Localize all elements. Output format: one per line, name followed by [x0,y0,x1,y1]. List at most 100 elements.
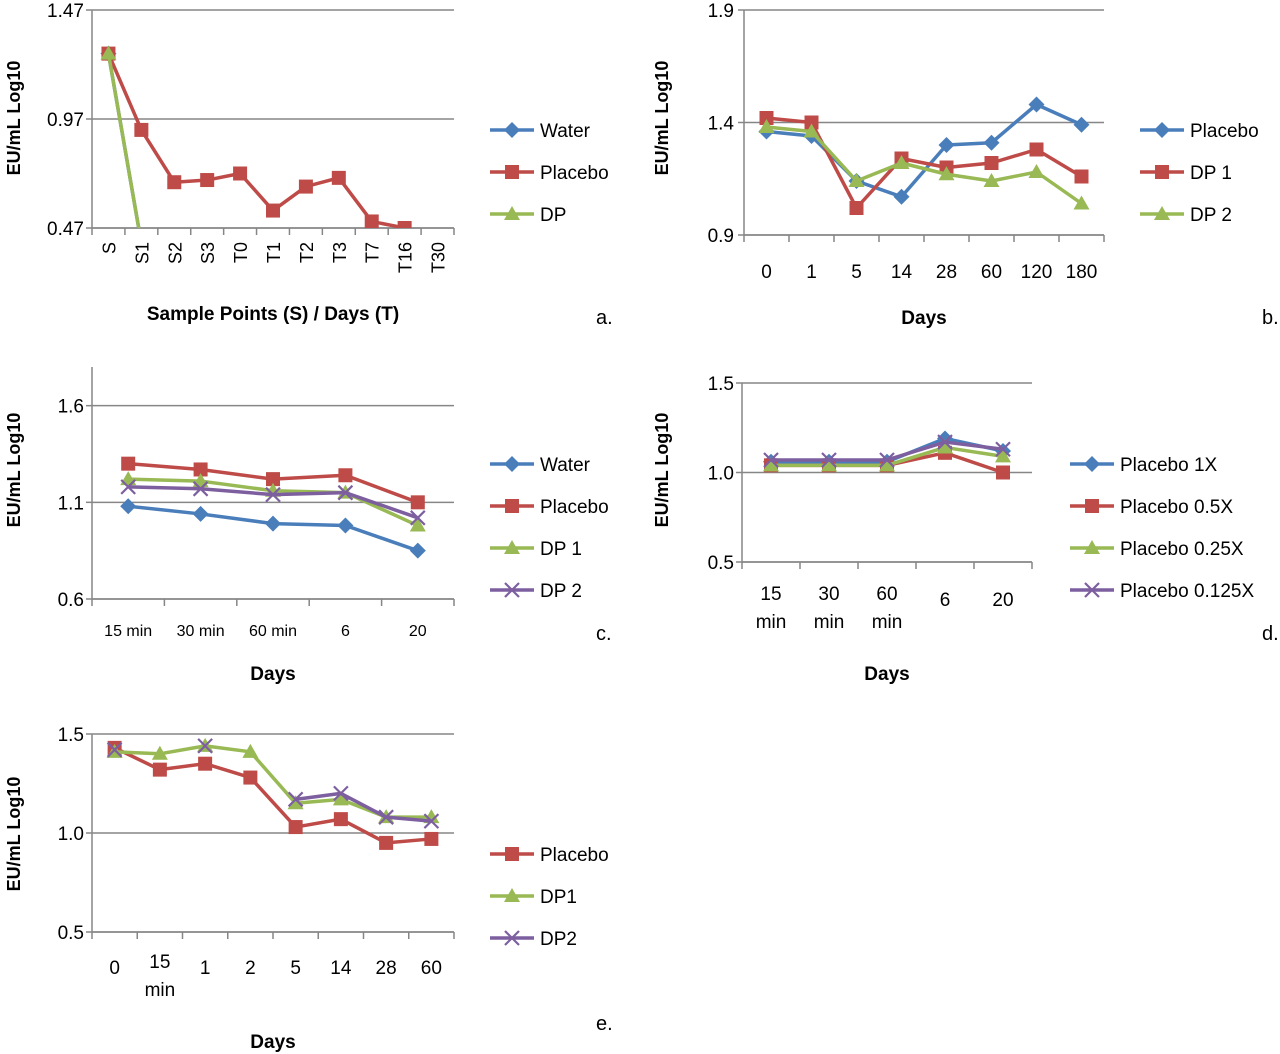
x-tick-label: T16 [396,242,416,273]
data-point [423,813,440,829]
data-point [266,203,280,218]
series-water [120,498,426,559]
legend-marker [504,582,520,598]
x-tick-label: 15 min [104,623,152,640]
data-point [332,791,349,806]
data-point [192,481,209,497]
x-axis-title: Days [864,664,909,685]
series-line [295,791,432,823]
data-point [266,472,280,487]
data-point [995,441,1011,458]
x-tick-label: S1 [132,242,152,264]
y-tick-label: 1.9 [708,1,734,22]
legend-entry: Placebo [490,163,609,184]
legend-label: Water [540,455,591,476]
data-point [983,173,1000,187]
chart-panel-c: 0.6 1.1 1.6 15 min 30 min 60 min 6 20 Water Place… [4,367,612,685]
data-point [763,452,779,468]
series-dp-2 [758,119,1090,210]
panel-label: d. [1262,623,1279,645]
data-point [379,835,394,850]
x-axis-title: Days [250,664,295,685]
y-tick-label: 1.4 [708,114,735,135]
y-axis-title: EU/mL Log10 [4,777,24,892]
series-line [766,102,1083,199]
y-tick-label: 1.6 [58,397,84,418]
y-tick-label: 0.47 [47,219,84,240]
x-tick-label: 2 [245,958,256,979]
data-point [763,457,779,472]
y-tick-label: 1.1 [58,493,84,514]
panel-label: c. [596,623,612,645]
x-tick-label: S3 [198,242,218,264]
legend-entry: DP 1 [490,539,582,560]
data-point [121,456,136,471]
data-point [243,770,258,785]
series-dp-2 [120,479,426,526]
data-point [100,45,117,60]
data-point [337,517,354,534]
y-tick-label: 0.5 [708,553,734,574]
y-tick-label: 1.47 [47,1,84,22]
y-axis-title: EU/mL Log10 [4,61,24,176]
x-axis-title: Days [250,1032,295,1053]
data-point [1029,142,1044,157]
legend-marker [1084,582,1100,598]
data-point [298,179,313,194]
data-point [410,495,425,510]
legend-marker [504,206,520,220]
data-point [821,457,837,472]
data-point [338,468,353,483]
x-tick-label: 28 [936,262,957,283]
series-dp1 [106,737,440,824]
x-tick-label: 60 min [872,584,903,633]
chart-panel-a: 0.47 0.97 1.47 S S1 S2 S3 T0 T1 T2 T3 T7 T16 T30 Water… [4,1,613,329]
x-tick-label: 1 [806,262,817,283]
data-point [1074,169,1089,184]
data-point [410,510,426,526]
x-tick-label: S2 [165,242,185,264]
y-tick-label: 1.5 [708,374,734,395]
x-tick-label: 30 min [177,623,225,640]
data-point [1028,164,1045,178]
data-point [152,762,167,777]
legend-label: Placebo [540,497,609,518]
legend-marker [1154,206,1170,220]
x-axis-title: Sample Points (S) / Days (T) [147,304,399,325]
y-tick-label: 0.6 [58,590,84,611]
x-tick-label: T30 [429,242,449,273]
legend-entry: DP1 [490,887,577,908]
x-tick-label: 6 [940,590,951,611]
x-tick-label: 15 min [756,584,787,633]
data-point [984,156,999,170]
legend-label: DP [540,205,566,226]
legend-label: DP 1 [540,539,582,560]
data-point [120,479,136,495]
data-point [803,123,820,138]
data-point [821,452,837,468]
data-point [937,439,953,454]
data-point [378,809,394,825]
legend-label: Placebo [540,163,609,184]
chart-panel-e: 0.5 1.0 1.5 0 15 min 1 2 5 14 28 60 Placebo DP1 DP2 EU/… [4,725,613,1053]
data-point [1073,116,1090,133]
data-point [995,448,1011,463]
legend-label: DP 2 [1190,205,1232,226]
legend-entry: Placebo 0.125X [1070,581,1254,602]
series-placebo [121,456,425,510]
chart-panel-b: 0.9 1.4 1.9 0 1 5 14 28 60 120 180 Placebo DP 1 DP 2 E… [652,1,1279,329]
legend-entry: Water [490,455,591,476]
legend-marker [504,888,520,902]
data-point [409,542,426,559]
legend-label: Placebo 0.5X [1120,497,1233,518]
series-line [106,53,141,228]
y-tick-label: 1.0 [708,464,734,485]
legend-label: DP1 [540,887,577,908]
y-tick-label: 1.0 [58,824,84,845]
data-point [265,486,281,503]
x-tick-label: 0 [761,262,772,283]
data-point [337,484,354,501]
data-point [193,462,208,477]
data-point [409,517,426,532]
